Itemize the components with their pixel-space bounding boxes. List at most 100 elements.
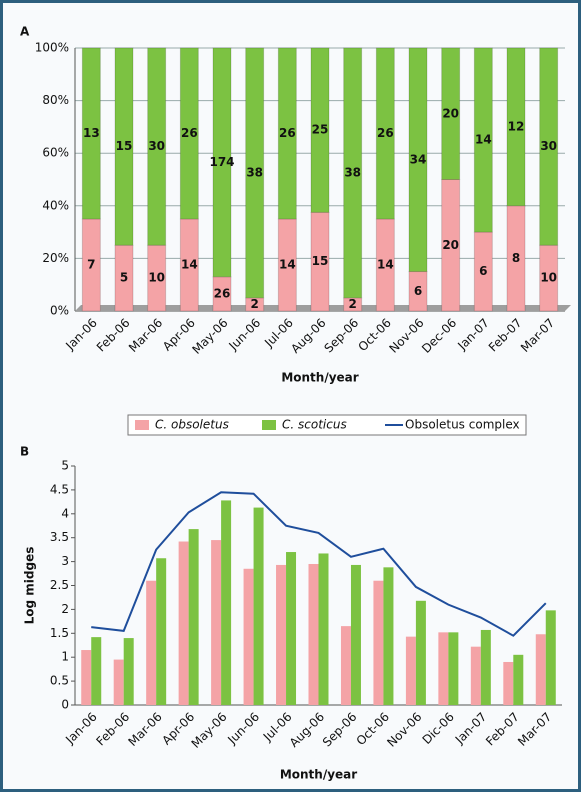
data-label: 2 — [348, 297, 356, 311]
bar — [276, 564, 287, 705]
bar — [318, 553, 329, 705]
data-label: 14 — [279, 257, 296, 271]
bar-segment — [506, 47, 526, 207]
y-tick-label: 5 — [61, 459, 69, 473]
bar-segment — [375, 47, 395, 220]
y-tick-label: 100% — [35, 41, 69, 55]
data-label: 15 — [312, 254, 329, 268]
data-label: 12 — [508, 119, 525, 133]
data-label: 26 — [377, 126, 394, 140]
y-tick-label: 20% — [42, 251, 69, 265]
bar — [415, 600, 426, 705]
data-label: 26 — [181, 126, 198, 140]
bar — [243, 568, 254, 705]
bar-segment — [212, 47, 232, 278]
bar — [535, 634, 546, 705]
bar-segment — [408, 47, 428, 273]
bar-segment — [114, 47, 134, 246]
data-label: 30 — [148, 139, 165, 153]
data-label: 14 — [377, 257, 394, 271]
data-label: 26 — [214, 286, 231, 300]
bar-segment — [343, 47, 363, 299]
y-tick-label: 4 — [61, 506, 69, 520]
bar — [340, 626, 351, 705]
bar — [438, 632, 449, 705]
bar — [373, 580, 384, 705]
x-axis-label: Month/year — [281, 371, 358, 385]
bar — [383, 567, 394, 705]
bar — [253, 507, 264, 705]
bar — [178, 541, 189, 705]
y-tick-label: 2 — [61, 602, 69, 616]
bar — [470, 646, 481, 705]
bar — [405, 636, 416, 705]
y-tick-label: 0 — [61, 698, 69, 712]
bar-segment — [473, 47, 493, 233]
y-tick-label: 80% — [42, 93, 69, 107]
bar — [91, 637, 102, 705]
panel-label: A — [20, 25, 30, 39]
y-tick-label: 2.5 — [50, 578, 69, 592]
data-label: 34 — [410, 152, 427, 166]
bar-segment — [179, 47, 199, 220]
bar-segment — [310, 47, 330, 213]
data-label: 5 — [120, 271, 128, 285]
bar — [503, 661, 514, 705]
bar — [156, 558, 167, 705]
line — [91, 491, 547, 637]
bar-segment — [277, 47, 297, 220]
bar — [146, 580, 157, 705]
data-label: 6 — [479, 264, 487, 278]
bar — [188, 529, 199, 705]
y-tick-label: 3 — [61, 554, 69, 568]
data-label: 10 — [148, 271, 165, 285]
y-tick-label: 1 — [61, 650, 69, 664]
bar — [81, 650, 92, 705]
bar — [350, 564, 361, 705]
data-label: 26 — [279, 126, 296, 140]
data-label: 6 — [414, 284, 422, 298]
bar-segment — [441, 47, 461, 180]
panel-label: B — [20, 445, 29, 459]
bar — [545, 610, 556, 705]
legend-box — [127, 414, 527, 436]
y-tick-label: 1.5 — [50, 626, 69, 640]
data-label: 20 — [442, 238, 459, 252]
bar — [221, 500, 232, 705]
y-axis-label: Log midges — [23, 547, 37, 625]
bar — [308, 563, 319, 705]
data-label: 13 — [83, 126, 100, 140]
bar-segment — [147, 47, 167, 246]
data-label: 14 — [181, 257, 198, 271]
data-label: 30 — [540, 139, 557, 153]
legend-label: C. scoticus — [282, 418, 347, 432]
legend-swatch — [262, 420, 276, 430]
data-label: 15 — [116, 139, 133, 153]
bar — [113, 659, 124, 705]
bar — [448, 632, 459, 705]
data-label: 14 — [475, 133, 492, 147]
bar — [480, 629, 491, 705]
y-tick-label: 3.5 — [50, 530, 69, 544]
data-label: 38 — [344, 165, 361, 179]
bar — [286, 552, 297, 705]
legend-label: Obsoletus complex — [405, 418, 520, 432]
data-label: 10 — [540, 271, 557, 285]
y-tick-label: 0.5 — [50, 674, 69, 688]
data-label: 174 — [209, 155, 234, 169]
y-tick-label: 4.5 — [50, 482, 69, 496]
x-axis-label: Month/year — [280, 768, 357, 782]
bar — [513, 654, 524, 705]
bar-segment — [81, 47, 101, 220]
y-tick-label: 40% — [42, 198, 69, 212]
legend-label: C. obsoletus — [155, 418, 229, 432]
bar — [211, 540, 222, 705]
y-tick-label: 0% — [50, 304, 69, 318]
data-label: 8 — [512, 251, 520, 265]
legend-swatch — [135, 420, 149, 430]
y-tick-label: 60% — [42, 146, 69, 160]
data-label: 7 — [87, 257, 95, 271]
bar-segment — [245, 47, 265, 299]
